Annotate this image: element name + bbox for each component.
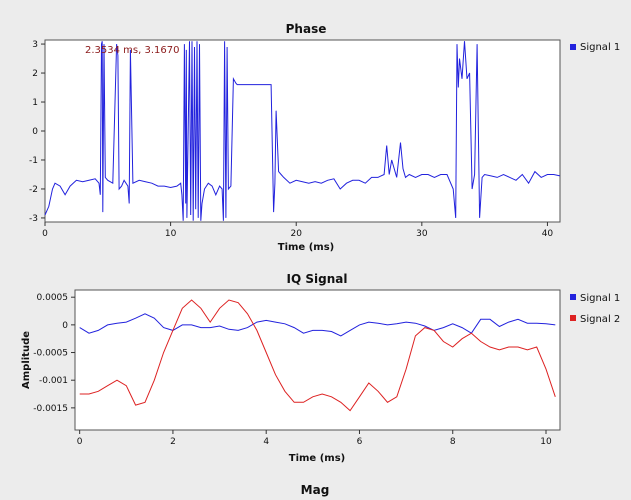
legend-label-iq-signal-2[interactable]: Signal 2	[580, 314, 620, 325]
legend-swatch-iq-signal-1	[570, 294, 576, 300]
y-tick-label: -3	[29, 214, 38, 224]
y-tick-label: 1	[32, 98, 38, 108]
x-tick-label: 40	[542, 229, 554, 239]
series-line-signal-1	[44, 41, 561, 221]
iq-title: IQ Signal	[287, 272, 348, 286]
mag-title: Mag	[301, 483, 330, 497]
iq-y-axis-label: Amplitude	[21, 331, 32, 389]
x-tick-label: 30	[416, 229, 428, 239]
x-tick-label: 4	[263, 437, 269, 447]
y-tick-label: 0.0005	[37, 293, 69, 303]
legend-label-iq-signal-1[interactable]: Signal 1	[580, 293, 620, 304]
phase-x-axis-label: Time (ms)	[278, 242, 334, 253]
phase-marker-readout: 2.3534 ms, 3.1670	[85, 45, 179, 56]
x-tick-label: 0	[77, 437, 83, 447]
y-tick-label: 2	[32, 69, 38, 79]
y-tick-label: 0	[32, 127, 38, 137]
y-tick-label: -0.001	[39, 376, 68, 386]
series-line-signal-1	[79, 313, 556, 337]
x-tick-label: 2	[170, 437, 176, 447]
y-tick-label: 0	[62, 321, 68, 331]
legend-swatch-phase-signal-1	[570, 44, 576, 50]
x-tick-label: 10	[540, 437, 552, 447]
legend-swatch-iq-signal-2	[570, 315, 576, 321]
y-tick-label: 3	[32, 40, 38, 50]
iq-plot-area[interactable]	[74, 289, 561, 431]
phase-title: Phase	[286, 22, 327, 36]
iq-x-axis-label: Time (ms)	[289, 453, 345, 464]
y-tick-label: -1	[29, 156, 38, 166]
x-tick-label: 6	[357, 437, 363, 447]
x-tick-label: 0	[42, 229, 48, 239]
y-tick-label: -0.0015	[33, 404, 68, 414]
legend-label-phase-signal-1[interactable]: Signal 1	[580, 42, 620, 53]
x-tick-label: 8	[450, 437, 456, 447]
x-tick-label: 10	[165, 229, 177, 239]
series-line-signal-2	[79, 299, 556, 412]
phase-plot-area[interactable]	[44, 39, 561, 223]
y-tick-label: -2	[29, 185, 38, 195]
y-tick-label: -0.0005	[33, 349, 68, 359]
x-tick-label: 20	[290, 229, 302, 239]
